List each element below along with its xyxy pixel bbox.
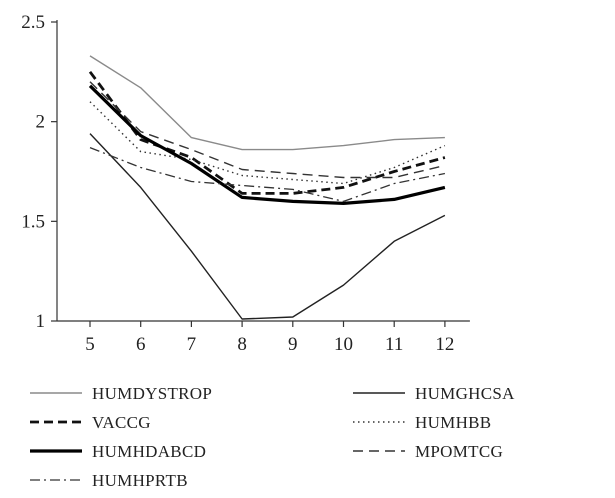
x-tick-label: 9 [288,334,298,355]
legend-label-humhbb: HUMHBB [415,413,491,432]
chart-legend: HUMDYSTROP HUMGHCSA VACCG HUMHBB HUMHDABCD MP… [30,384,515,490]
legend-label-humghcsa: HUMGHCSA [415,384,515,403]
series-line-humhbb [89,101,446,185]
series-line-humhprtb [89,146,446,203]
series-line-humhdabcd [88,84,446,205]
y-tick-label: 2 [36,112,46,133]
legend-label-humhdabcd: HUMHDABCD [92,442,206,461]
x-tick-label: 11 [385,334,403,355]
y-tick-label: 1 [36,311,46,332]
chart-ticks: 1 1.5 2 2.5 5 6 7 8 9 10 11 12 [21,12,454,355]
chart-axes [56,20,470,322]
x-tick-label: 7 [187,334,197,355]
series-line-humghcsa [89,133,446,320]
series-line-mpomtcg [89,81,446,179]
x-tick-label: 8 [237,334,247,355]
x-tick-label: 10 [334,334,353,355]
legend-label-humhprtb: HUMHPRTB [92,471,188,490]
series-line-vaccg [88,70,446,195]
x-tick-label: 12 [435,334,454,355]
legend-label-vaccg: VACCG [92,413,151,432]
legend-label-mpomtcg: MPOMTCG [415,442,503,461]
y-tick-label: 2.5 [21,12,45,33]
series-line-humdystrop [89,55,445,151]
chart-series-lines [88,55,446,320]
legend-label-humdystrop: HUMDYSTROP [92,384,212,403]
y-tick-label: 1.5 [21,211,45,232]
x-tick-label: 6 [136,334,146,355]
x-tick-label: 5 [85,334,95,355]
